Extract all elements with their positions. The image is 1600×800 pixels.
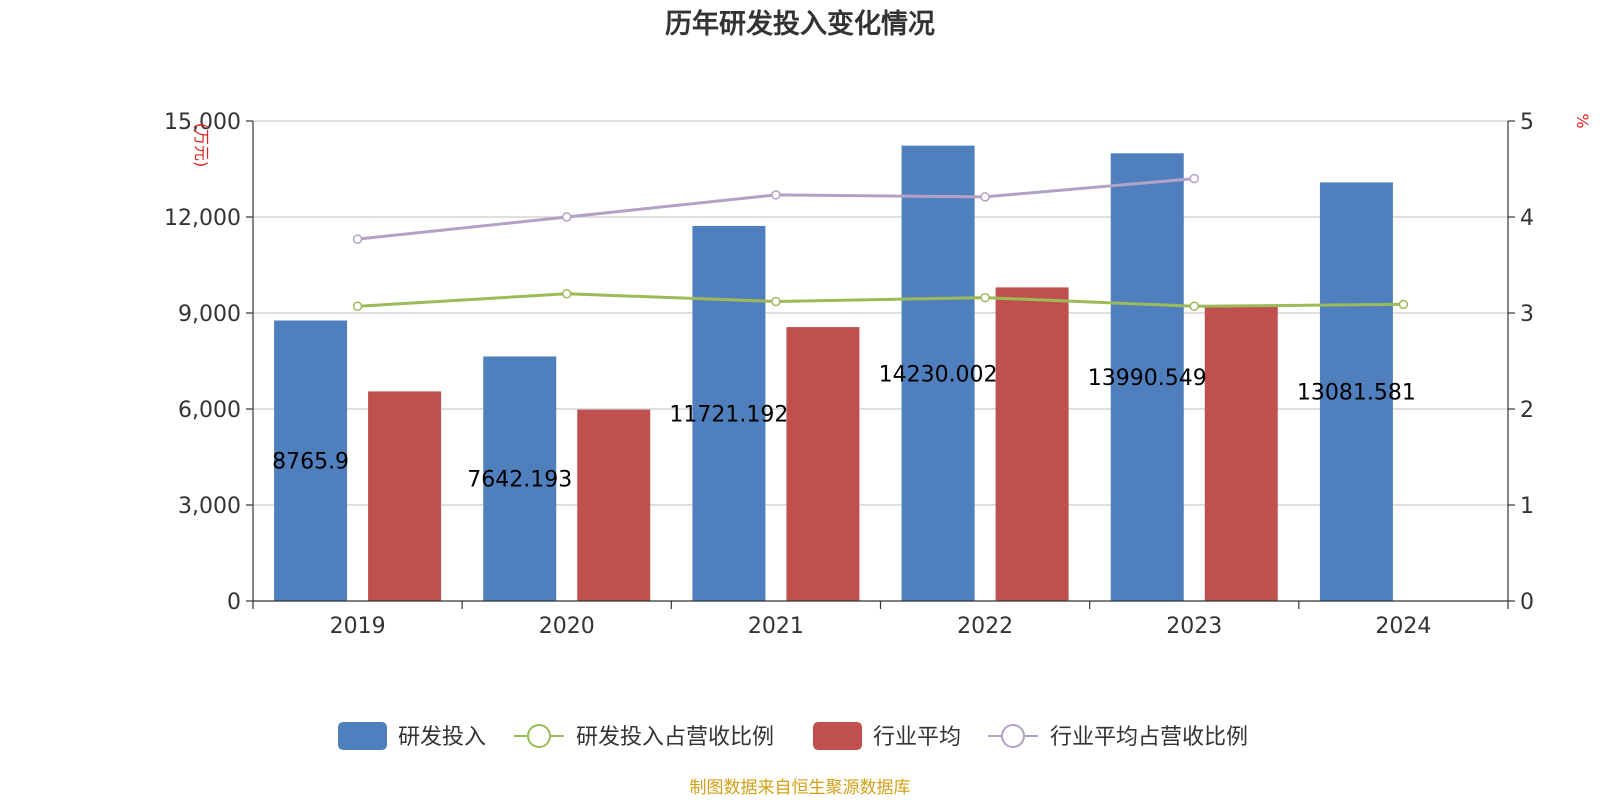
line-series-1: [357, 292, 1404, 308]
bar-data-label: 13990.549: [1088, 366, 1207, 391]
bar-data-label: 11721.192: [669, 402, 788, 427]
right-tick-label: 5: [1520, 110, 1534, 135]
bar-rd-2022: [901, 145, 975, 601]
legend: 研发投入 研发投入占营收比例 行业平均 行业平均占营收比例: [338, 722, 1248, 750]
right-tick-label: 0: [1520, 590, 1534, 615]
legend-swatch-bar: [338, 722, 387, 750]
line-point-1: [352, 301, 363, 312]
bar-industry-2019: [368, 391, 442, 601]
legend-label: 行业平均占营收比例: [1050, 725, 1248, 750]
x-tick-label: 2023: [1166, 614, 1222, 639]
right-tick-label: 4: [1520, 206, 1534, 231]
legend-swatch-marker: [1001, 724, 1025, 748]
bar-industry-2020: [577, 409, 651, 601]
line-point-1: [1398, 299, 1409, 310]
left-tick-label: 12,000: [164, 206, 241, 231]
bar-rd-2021: [692, 225, 766, 601]
legend-label: 研发投入: [398, 725, 486, 750]
lines: [352, 173, 1409, 312]
x-tick-label: 2021: [748, 614, 804, 639]
source-note: 制图数据来自恒生聚源数据库: [690, 778, 911, 798]
line-point-3: [1189, 173, 1199, 184]
bars: [274, 145, 1393, 601]
line-point-3: [562, 212, 572, 222]
data-labels: 8765.9 7642.193 11721.192 14230.002 13990.54…: [272, 362, 1416, 492]
x-tick-label: 2019: [330, 614, 386, 639]
right-tick-label: 2: [1520, 398, 1534, 423]
chart-title: 历年研发投入变化情况: [665, 8, 935, 40]
left-tick-label: 0: [227, 590, 241, 615]
bar-rd-2019: [274, 320, 348, 601]
bar-data-label: 7642.193: [467, 468, 572, 493]
left-axis-unit: (万元): [192, 123, 211, 168]
right-axis-unit: %: [1573, 113, 1592, 128]
line-point-1: [1189, 301, 1199, 312]
legend-label: 行业平均: [873, 725, 961, 750]
left-tick-label: 6,000: [178, 398, 241, 423]
left-tick-label: 15,000: [164, 110, 241, 135]
bar-data-label: 14230.002: [879, 362, 998, 387]
line-series-3: [357, 177, 1195, 241]
legend-swatch-bar: [813, 722, 862, 750]
line-point-1: [562, 289, 572, 299]
bar-industry-2023: [1204, 305, 1278, 601]
bar-rd-2024: [1319, 182, 1393, 601]
line-point-1: [771, 296, 781, 307]
right-tick-label: 1: [1520, 494, 1534, 519]
line-point-3: [980, 192, 990, 202]
left-tick-label: 9,000: [178, 302, 241, 327]
gridlines: [253, 120, 1508, 506]
right-tick-label: 3: [1520, 302, 1534, 327]
bar-industry-2021: [786, 327, 860, 601]
x-tick-label: 2024: [1375, 614, 1431, 639]
left-tick-label: 3,000: [178, 494, 241, 519]
bar-rd-2023: [1110, 153, 1184, 601]
x-tick-label: 2022: [957, 614, 1013, 639]
bar-data-label: 13081.581: [1297, 381, 1416, 406]
legend-swatch-marker: [527, 724, 551, 748]
bar-industry-2022: [995, 287, 1069, 601]
line-point-3: [771, 190, 781, 200]
axes: 0 3,000 6,000 9,000 12,000 15,000 0 1 2 3 4 5 2019 20…: [164, 110, 1534, 639]
line-point-3: [352, 234, 363, 244]
x-tick-label: 2020: [539, 614, 595, 639]
legend-label: 研发投入占营收比例: [576, 725, 774, 750]
bar-rd-2020: [483, 356, 557, 601]
bar-data-label: 8765.9: [272, 450, 349, 475]
line-point-1: [980, 292, 990, 303]
